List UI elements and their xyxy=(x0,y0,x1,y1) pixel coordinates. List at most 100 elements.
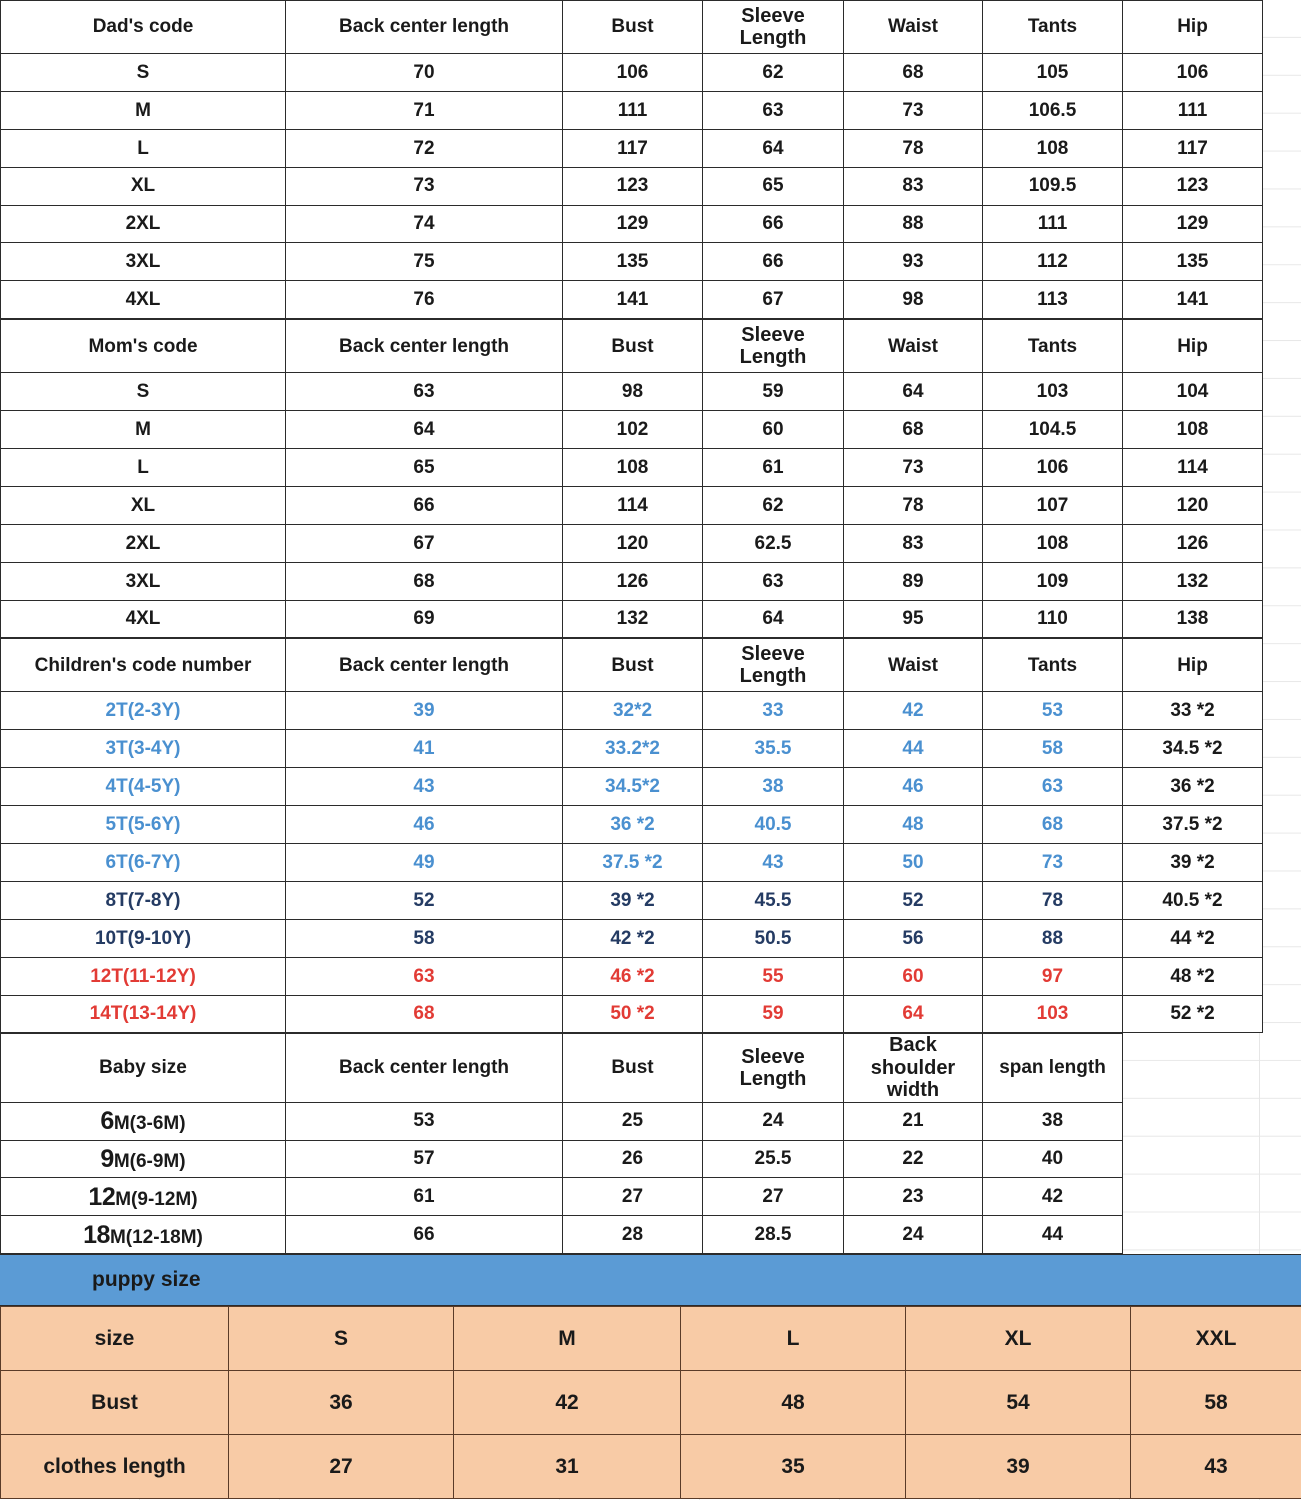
baby-bust-cell: 28 xyxy=(562,1215,703,1255)
table-row: M 71 111 63 73 106.5 111 xyxy=(0,90,1263,130)
baby-sleeve-length-cell: 27 xyxy=(702,1177,844,1217)
moms-bust-cell: 120 xyxy=(562,523,703,563)
childrens-tants-header: Tants xyxy=(982,638,1123,693)
moms-size-cell: XL xyxy=(0,485,286,525)
dads-sleeve-length-cell: 67 xyxy=(702,280,844,320)
baby-back-shoulder-width-cell: 24 xyxy=(843,1215,983,1255)
dads-tants-cell: 108 xyxy=(982,128,1123,168)
puppy-size-banner: puppy size xyxy=(0,1254,1301,1307)
childrens-waist-cell: 60 xyxy=(843,956,983,996)
moms-waist-cell: 64 xyxy=(843,372,983,412)
moms-table-body: S 63 98 59 64 103 104 M 64 102 60 68 104.5 108 L 65 108 6… xyxy=(0,372,1263,639)
baby-size-header: Baby size xyxy=(0,1033,286,1103)
dads-waist-cell: 78 xyxy=(843,128,983,168)
dads-waist-cell: 83 xyxy=(843,166,983,206)
childrens-back-center-length-cell: 39 xyxy=(285,691,563,731)
childrens-hip-cell: 52 *2 xyxy=(1122,994,1263,1034)
puppy-s-cell: S xyxy=(228,1306,454,1372)
moms-hip-cell: 120 xyxy=(1122,485,1263,525)
childrens-sleeve-length-cell: 50.5 xyxy=(702,918,844,958)
baby-back-center-length-cell: 61 xyxy=(285,1177,563,1217)
moms-size-cell: M xyxy=(0,410,286,450)
moms-hip-cell: 132 xyxy=(1122,561,1263,601)
puppy-m-cell: M xyxy=(453,1306,681,1372)
childrens-sleeve-length-cell: 59 xyxy=(702,994,844,1034)
moms-back-center-length-cell: 65 xyxy=(285,448,563,487)
moms-hip-cell: 104 xyxy=(1122,372,1263,412)
moms-bust-cell: 102 xyxy=(562,410,703,450)
dads-hip-cell: 106 xyxy=(1122,53,1263,92)
childrens-size-cell: 6T(6-7Y) xyxy=(0,843,286,882)
moms-waist-cell: 89 xyxy=(843,561,983,601)
baby-size-cell: 9M(6-9M) xyxy=(0,1139,286,1179)
table-row: M 64 102 60 68 104.5 108 xyxy=(0,410,1263,450)
moms-bust-cell: 132 xyxy=(562,599,703,639)
childrens-bust-header: Bust xyxy=(562,638,703,693)
childrens-bust-cell: 37.5 *2 xyxy=(562,843,703,882)
table-row: 3XL 68 126 63 89 109 132 xyxy=(0,561,1263,601)
moms-tants-header: Tants xyxy=(982,319,1123,374)
dads-waist-cell: 68 xyxy=(843,53,983,92)
sleeve-line-1: Sleeve xyxy=(741,4,805,27)
childrens-waist-cell: 56 xyxy=(843,918,983,958)
sleeve-line-2: Length xyxy=(739,27,807,49)
childrens-tants-cell: 97 xyxy=(982,956,1123,996)
moms-waist-cell: 95 xyxy=(843,599,983,639)
dads-bust-cell: 111 xyxy=(562,90,703,130)
table-row: L 65 108 61 73 106 114 xyxy=(0,448,1263,487)
moms-sleeve-length-cell: 60 xyxy=(702,410,844,450)
dads-back-center-length-cell: 73 xyxy=(285,166,563,206)
table-row: 9M(6-9M) 57 26 25.5 22 40 xyxy=(0,1139,1123,1179)
puppy-size-label: puppy size xyxy=(92,1268,201,1292)
dads-size-cell: L xyxy=(0,128,286,168)
table-row: 6T(6-7Y) 49 37.5 *2 43 50 73 39 *2 xyxy=(0,843,1263,882)
moms-header-row: Mom's code Back center length Bust Sleev… xyxy=(0,319,1263,374)
dads-waist-header: Waist xyxy=(843,0,983,54)
table-row: 8T(7-8Y) 52 39 *2 45.5 52 78 40.5 *2 xyxy=(0,880,1263,920)
dads-hip-cell: 111 xyxy=(1122,90,1263,130)
puppy-row-label: Bust xyxy=(0,1370,229,1436)
childrens-sleeve-length-cell: 38 xyxy=(702,767,844,807)
table-row: 4XL 69 132 64 95 110 138 xyxy=(0,599,1263,639)
dads-tants-cell: 113 xyxy=(982,280,1123,320)
baby-span-length-cell: 38 xyxy=(982,1101,1123,1141)
childrens-waist-cell: 42 xyxy=(843,691,983,731)
childrens-size-cell: 2T(2-3Y) xyxy=(0,691,286,731)
childrens-back-center-length-cell: 63 xyxy=(285,956,563,996)
table-row: 2T(2-3Y) 39 32*2 33 42 53 33 *2 xyxy=(0,691,1263,731)
baby-back-center-length-header: Back center length xyxy=(285,1033,563,1103)
table-row: L 72 117 64 78 108 117 xyxy=(0,128,1263,168)
moms-hip-header: Hip xyxy=(1122,319,1263,374)
moms-waist-cell: 68 xyxy=(843,410,983,450)
baby-size-rest: M(9-12M) xyxy=(115,1188,198,1210)
childrens-sleeve-length-cell: 43 xyxy=(702,843,844,882)
moms-hip-cell: 108 xyxy=(1122,410,1263,450)
childrens-hip-cell: 37.5 *2 xyxy=(1122,805,1263,845)
moms-hip-cell: 138 xyxy=(1122,599,1263,639)
childrens-hip-cell: 48 *2 xyxy=(1122,956,1263,996)
childrens-back-center-length-header: Back center length xyxy=(285,638,563,693)
moms-sleeve-length-cell: 63 xyxy=(702,561,844,601)
moms-sleeve-length-cell: 62 xyxy=(702,485,844,525)
childrens-waist-cell: 64 xyxy=(843,994,983,1034)
puppy-xl-cell: XL xyxy=(905,1306,1131,1372)
childrens-tants-cell: 58 xyxy=(982,729,1123,769)
baby-size-rest: M(12-18M) xyxy=(109,1226,203,1248)
baby-size-cell: 18M(12-18M) xyxy=(0,1215,286,1255)
dads-size-cell: 2XL xyxy=(0,204,286,244)
dads-size-cell: S xyxy=(0,53,286,92)
table-row: 2XL 67 120 62.5 83 108 126 xyxy=(0,523,1263,563)
childrens-waist-cell: 52 xyxy=(843,880,983,920)
dads-waist-cell: 88 xyxy=(843,204,983,244)
table-row: S 63 98 59 64 103 104 xyxy=(0,372,1263,412)
puppy-m-cell: 42 xyxy=(453,1370,681,1436)
moms-hip-cell: 126 xyxy=(1122,523,1263,563)
childrens-bust-cell: 34.5*2 xyxy=(562,767,703,807)
childrens-size-cell: 4T(4-5Y) xyxy=(0,767,286,807)
dads-back-center-length-cell: 71 xyxy=(285,90,563,130)
sleeve-line-2: Length xyxy=(739,1068,807,1091)
childrens-header-row: Children's code number Back center lengt… xyxy=(0,638,1263,693)
childrens-tants-cell: 53 xyxy=(982,691,1123,731)
dads-bust-cell: 129 xyxy=(562,204,703,244)
moms-bust-header: Bust xyxy=(562,319,703,374)
